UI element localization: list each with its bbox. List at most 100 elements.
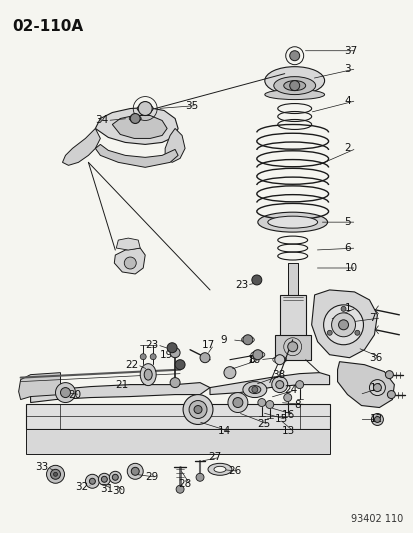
Circle shape — [252, 350, 262, 360]
Text: 38: 38 — [271, 370, 284, 379]
Circle shape — [196, 473, 204, 481]
Circle shape — [223, 367, 235, 378]
Polygon shape — [311, 290, 377, 358]
Circle shape — [150, 354, 156, 360]
Text: 29: 29 — [145, 472, 158, 482]
Polygon shape — [337, 362, 394, 408]
Text: 4: 4 — [344, 95, 350, 106]
Circle shape — [289, 51, 299, 61]
Text: 7: 7 — [368, 313, 375, 323]
Circle shape — [53, 472, 57, 477]
Circle shape — [373, 384, 380, 392]
Circle shape — [130, 114, 140, 124]
Circle shape — [257, 399, 265, 407]
Polygon shape — [112, 116, 167, 139]
Circle shape — [289, 80, 299, 91]
Text: 31: 31 — [100, 484, 113, 494]
Circle shape — [274, 354, 284, 365]
Text: 23: 23 — [234, 280, 247, 290]
Circle shape — [251, 275, 261, 285]
Text: 8: 8 — [294, 400, 301, 409]
Circle shape — [46, 465, 64, 483]
Text: 35: 35 — [185, 101, 198, 110]
Text: 16: 16 — [281, 409, 294, 419]
Circle shape — [101, 477, 107, 482]
Polygon shape — [116, 238, 140, 250]
Circle shape — [338, 320, 348, 330]
Text: 18: 18 — [247, 354, 261, 365]
Text: 23: 23 — [145, 340, 158, 350]
Text: 3: 3 — [344, 63, 350, 74]
Circle shape — [85, 474, 99, 488]
Circle shape — [340, 306, 345, 311]
Polygon shape — [95, 108, 178, 144]
Circle shape — [124, 257, 136, 269]
Circle shape — [194, 406, 202, 414]
Bar — [274, 335, 310, 360]
Ellipse shape — [207, 463, 231, 475]
Circle shape — [331, 313, 355, 337]
Polygon shape — [95, 144, 178, 167]
Circle shape — [170, 377, 180, 387]
Ellipse shape — [264, 90, 324, 100]
Ellipse shape — [144, 369, 152, 380]
Circle shape — [354, 330, 359, 335]
Circle shape — [251, 386, 257, 393]
Text: 19: 19 — [160, 350, 173, 360]
Circle shape — [112, 474, 118, 480]
Circle shape — [295, 381, 303, 389]
Text: 30: 30 — [112, 486, 125, 496]
Circle shape — [138, 102, 152, 116]
Circle shape — [287, 342, 297, 352]
Text: 8: 8 — [247, 354, 254, 365]
Circle shape — [98, 473, 110, 485]
Circle shape — [140, 354, 146, 360]
Text: 5: 5 — [344, 217, 350, 227]
Circle shape — [373, 416, 380, 423]
Circle shape — [183, 394, 212, 424]
Text: 02-110A: 02-110A — [13, 19, 83, 34]
Circle shape — [323, 305, 363, 345]
Circle shape — [131, 467, 139, 475]
Text: 10: 10 — [344, 263, 357, 273]
Text: 33: 33 — [36, 462, 49, 472]
Text: 27: 27 — [207, 453, 221, 462]
Text: 32: 32 — [75, 482, 88, 492]
Circle shape — [370, 414, 382, 425]
Circle shape — [60, 387, 70, 398]
Circle shape — [368, 379, 385, 395]
Text: 20: 20 — [68, 390, 81, 400]
Text: 6: 6 — [344, 243, 350, 253]
Polygon shape — [19, 373, 60, 400]
Circle shape — [385, 370, 392, 378]
Polygon shape — [26, 430, 329, 454]
Ellipse shape — [283, 80, 305, 91]
Circle shape — [199, 353, 209, 362]
Text: 26: 26 — [228, 466, 241, 477]
Bar — [279, 295, 305, 340]
Text: 24: 24 — [284, 385, 297, 394]
Circle shape — [167, 343, 177, 353]
Text: 17: 17 — [202, 340, 215, 350]
Text: 93402 110: 93402 110 — [350, 514, 402, 524]
Text: 21: 21 — [115, 379, 128, 390]
Text: 37: 37 — [344, 46, 357, 56]
Text: 36: 36 — [368, 353, 382, 362]
Text: 14: 14 — [217, 426, 230, 437]
Polygon shape — [114, 248, 145, 274]
Circle shape — [127, 463, 143, 479]
Circle shape — [275, 381, 283, 389]
Circle shape — [89, 478, 95, 484]
Text: 15: 15 — [274, 415, 287, 424]
Text: 1: 1 — [344, 303, 350, 313]
Ellipse shape — [214, 466, 225, 472]
Circle shape — [109, 471, 121, 483]
Circle shape — [265, 400, 273, 408]
Circle shape — [189, 400, 206, 418]
Text: 28: 28 — [178, 479, 191, 489]
Circle shape — [176, 485, 184, 493]
Bar — [287, 263, 297, 295]
Ellipse shape — [264, 67, 324, 94]
Circle shape — [233, 398, 242, 408]
Ellipse shape — [267, 216, 317, 228]
